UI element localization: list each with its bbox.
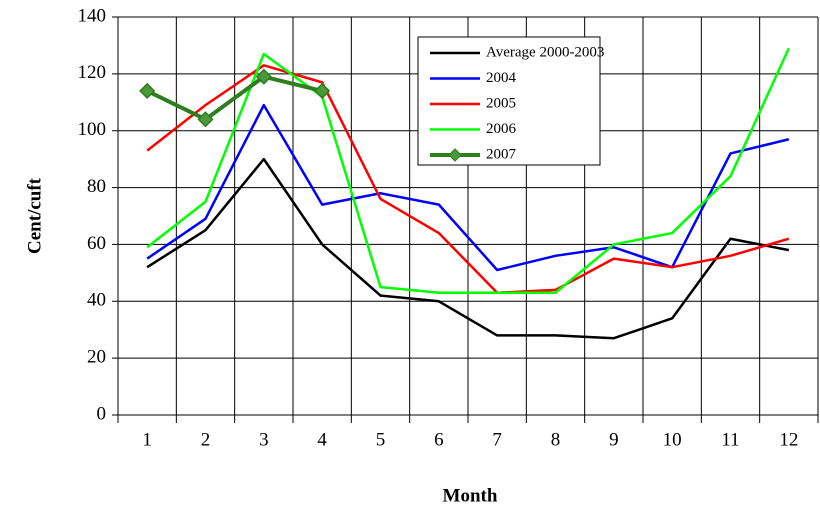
- y-tick-label: 100: [78, 119, 107, 140]
- y-tick-label: 140: [78, 5, 107, 26]
- series-line: [146, 47, 790, 295]
- point-marker: [314, 82, 331, 99]
- x-tick-label: 9: [609, 429, 619, 450]
- legend-label: 2004: [486, 70, 517, 86]
- series-line: [146, 103, 790, 272]
- legend-label: 2007: [486, 146, 517, 162]
- x-tick-label: 10: [663, 429, 682, 450]
- x-tick-label: 1: [142, 429, 152, 450]
- legend-box: [417, 36, 601, 166]
- y-axis-label: Cent/cuft: [24, 177, 45, 254]
- y-tick-label: 120: [78, 62, 107, 83]
- series-line: [146, 157, 790, 340]
- series-line: [146, 74, 323, 122]
- x-axis-label: Month: [443, 485, 498, 506]
- x-tick-label: 12: [779, 429, 798, 450]
- legend-label: 2006: [486, 121, 517, 137]
- x-tick-label: 8: [551, 429, 561, 450]
- x-tick-label: 6: [434, 429, 444, 450]
- x-tick-label: 11: [721, 429, 739, 450]
- x-tick-label: 2: [201, 429, 211, 450]
- x-tick-label: 5: [376, 429, 386, 450]
- x-tick-label: 3: [259, 429, 269, 450]
- legend-marker: [448, 148, 462, 162]
- point-marker: [255, 68, 272, 85]
- point-marker: [197, 111, 214, 128]
- y-tick-label: 60: [87, 233, 106, 254]
- y-tick-label: 80: [87, 176, 106, 197]
- x-tick-label: 4: [317, 429, 327, 450]
- point-marker: [139, 82, 156, 99]
- legend-label: Average 2000-2003: [486, 44, 604, 60]
- y-tick-label: 40: [87, 290, 106, 311]
- legend-label: 2005: [486, 95, 516, 111]
- y-tick-label: 20: [87, 347, 106, 368]
- series-line: [146, 64, 790, 295]
- x-tick-label: 7: [492, 429, 502, 450]
- y-tick-label: 0: [97, 403, 107, 424]
